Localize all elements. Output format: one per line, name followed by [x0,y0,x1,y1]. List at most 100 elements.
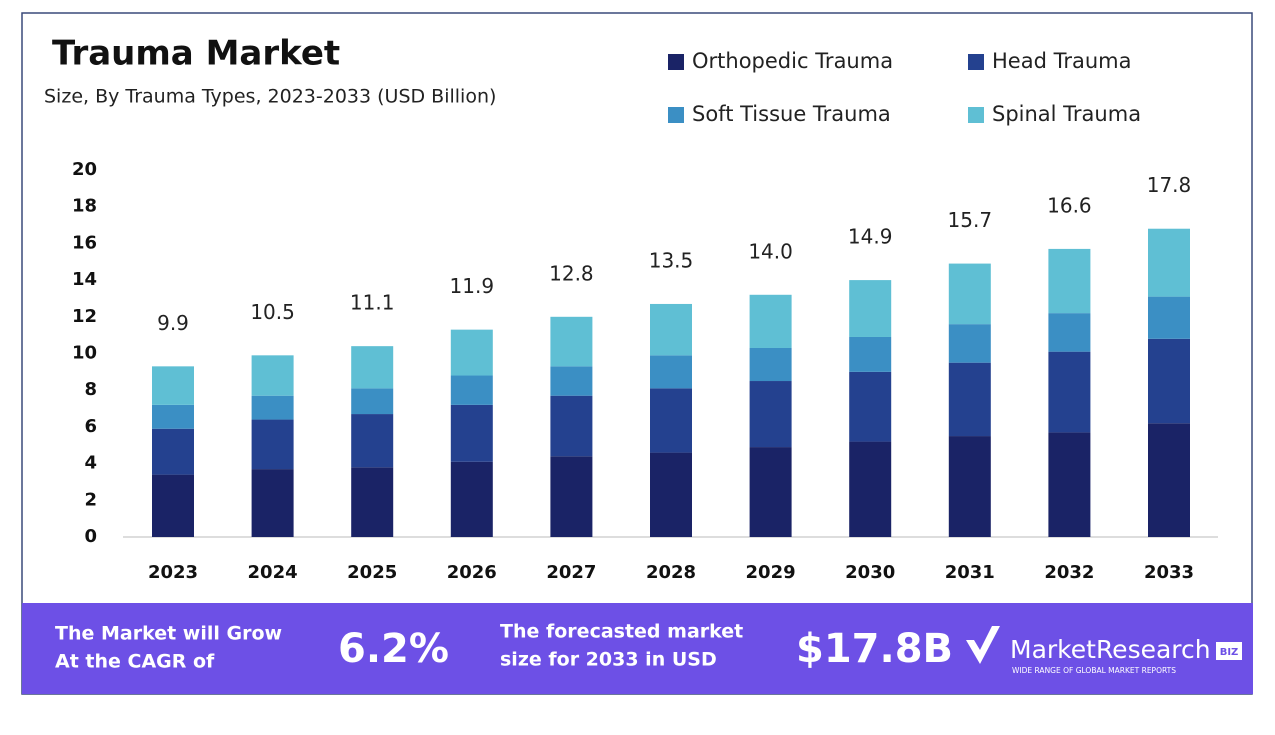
bar-segment [948,324,991,363]
x-tick-label: 2031 [945,562,995,583]
bar-segment [152,366,194,405]
x-tick-label: 2032 [1044,562,1094,583]
bar-segment [1148,423,1190,537]
legend-label: Orthopedic Trauma [692,49,893,73]
bar-segment [450,461,493,537]
bar-segment [749,381,792,448]
bar-segment [749,447,792,537]
bar-segment [849,336,892,372]
x-tick-label: 2028 [646,562,696,583]
bar-segment [450,375,493,405]
bar-segment [650,355,692,389]
bar-segment [650,303,692,356]
bar-segment [849,280,892,337]
bar-segment [351,414,394,468]
x-tick-label: 2027 [546,562,596,583]
y-tick-label: 16 [72,232,97,253]
bar-segment [1048,351,1091,433]
banner-text: At the CAGR of [55,651,215,673]
y-tick-label: 12 [72,306,97,327]
total-label: 15.7 [948,208,993,232]
x-tick-label: 2024 [248,562,298,583]
bar-segment [948,263,991,325]
bar-segment [550,316,593,367]
x-tick-label: 2029 [746,562,796,583]
x-tick-label: 2026 [447,562,497,583]
y-tick-label: 4 [84,453,97,474]
y-tick-label: 14 [72,269,97,290]
total-label: 16.6 [1047,193,1092,217]
banner-text: size for 2033 in USD [500,649,717,671]
bar-segment [650,388,692,453]
bar-segment [1148,296,1190,339]
bar-segment [152,404,194,429]
y-tick-label: 10 [72,343,97,364]
legend-swatch [668,54,684,70]
y-tick-label: 2 [84,489,97,510]
bar-segment [1048,432,1091,537]
bar-segment [251,395,294,420]
total-label: 14.9 [848,225,893,249]
y-tick-label: 18 [72,196,97,217]
legend-swatch [968,54,984,70]
total-label: 11.1 [350,291,395,315]
total-label: 11.9 [450,274,495,298]
bar-segment [550,456,593,537]
bar-segment [948,436,991,537]
logo-tagline: WIDE RANGE OF GLOBAL MARKET REPORTS [1012,666,1176,675]
total-label: 17.8 [1147,173,1192,197]
total-label: 12.8 [549,261,594,285]
y-tick-label: 6 [84,416,97,437]
legend-label: Spinal Trauma [992,102,1141,126]
legend-swatch [968,107,984,123]
bar-segment [251,419,294,470]
logo-box [1216,642,1242,660]
logo-name: MarketResearch [1010,635,1211,664]
total-label: 14.0 [748,239,793,263]
banner-text: The Market will Grow [55,623,282,645]
legend-label: Head Trauma [992,49,1131,73]
y-tick-label: 20 [72,159,97,180]
logo-suffix: BIZ [1220,647,1239,658]
bar-segment [450,329,493,376]
bar-segment [450,404,493,462]
total-label: 10.5 [250,300,295,324]
bar-segment [251,355,294,396]
bar-segment [152,428,194,475]
legend-label: Soft Tissue Trauma [692,102,891,126]
chart-title: Trauma Market [52,34,340,74]
bar-segment [1048,313,1091,352]
bar-segment [550,366,593,396]
bar-segment [351,467,394,537]
bar-segment [152,474,194,537]
chart-subtitle: Size, By Trauma Types, 2023-2033 (USD Bi… [44,86,496,108]
bar-segment [749,347,792,382]
bar-segment [849,441,892,537]
bar-segment [351,388,394,415]
y-tick-label: 8 [84,379,97,400]
banner [22,603,1253,694]
x-tick-label: 2025 [347,562,397,583]
bar-segment [1148,228,1190,297]
banner-value: $17.8B [796,626,953,672]
total-label: 9.9 [157,311,189,335]
bar-segment [1148,338,1190,424]
x-tick-label: 2030 [845,562,895,583]
banner-text: The forecasted market [500,621,743,643]
bar-segment [948,362,991,437]
legend-swatch [668,107,684,123]
total-label: 13.5 [649,248,694,272]
banner-value: 6.2% [338,626,449,672]
y-tick-label: 0 [84,526,97,547]
bar-segment [749,294,792,348]
x-tick-label: 2033 [1144,562,1194,583]
logo-icon [966,626,1000,664]
x-tick-label: 2023 [148,562,198,583]
frame [21,12,1253,695]
bar-segment [351,346,394,389]
bar-segment [251,469,294,537]
bar-segment [1048,248,1091,314]
bar-segment [650,452,692,537]
bar-segment [849,371,892,442]
